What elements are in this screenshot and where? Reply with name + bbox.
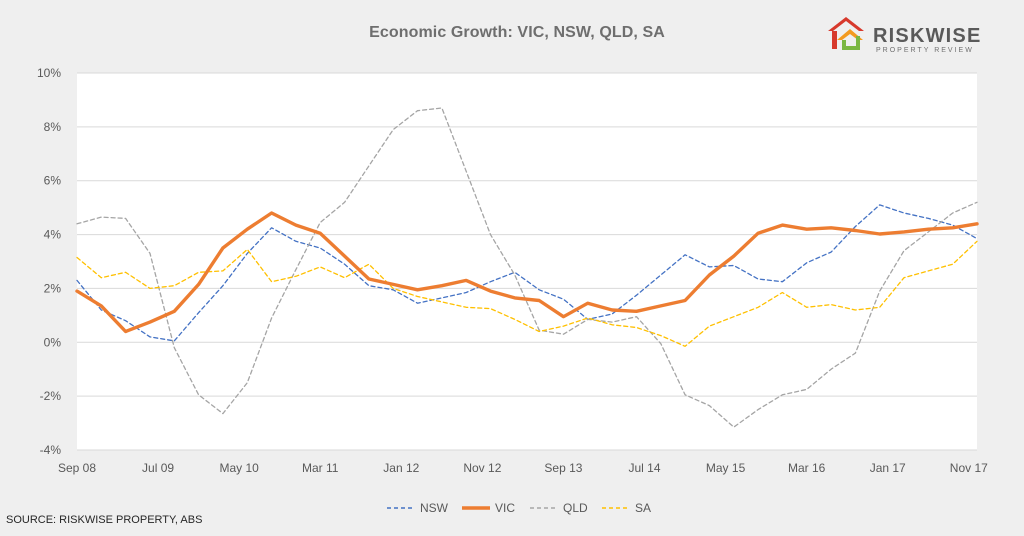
- plot-area: [77, 73, 977, 450]
- y-tick-label: 4%: [44, 228, 62, 242]
- series-nsw: [76, 204, 978, 342]
- x-tick-label: Sep 08: [58, 461, 96, 475]
- y-tick-label: 10%: [37, 66, 61, 80]
- series-vic: [75, 211, 979, 334]
- x-tick-label: Nov 12: [463, 461, 501, 475]
- legend-label: SA: [635, 501, 651, 515]
- y-tick-label: 6%: [44, 174, 62, 188]
- x-tick-label: Nov 17: [950, 461, 988, 475]
- y-tick-label: -4%: [40, 443, 62, 457]
- x-tick-label: May 15: [706, 461, 746, 475]
- x-tick-label: Mar 11: [302, 461, 339, 475]
- series-sa: [76, 240, 978, 347]
- x-tick-label: Mar 16: [788, 461, 826, 475]
- x-tick-label: Sep 13: [544, 461, 582, 475]
- series-line-sa: [76, 240, 978, 347]
- x-tick-label: May 10: [219, 461, 259, 475]
- x-tick-label: Jul 09: [142, 461, 174, 475]
- chart-title: Economic Growth: VIC, NSW, QLD, SA: [369, 24, 665, 41]
- legend-label: VIC: [495, 501, 515, 515]
- series-line-nsw: [76, 204, 978, 342]
- series-line-vic: [75, 211, 979, 334]
- series-line-qld: [76, 107, 978, 428]
- legend-item-nsw: NSW: [387, 501, 449, 515]
- legend-item-vic: VIC: [462, 501, 515, 515]
- x-tick-label: Jul 14: [628, 461, 660, 475]
- y-tick-label: 8%: [44, 120, 62, 134]
- series-qld: [76, 107, 978, 428]
- y-tick-label: 2%: [44, 281, 62, 295]
- y-tick-label: -2%: [40, 389, 62, 403]
- y-tick-label: 0%: [44, 335, 62, 349]
- x-tick-label: Jan 12: [383, 461, 419, 475]
- logo-tagline: PROPERTY REVIEW: [876, 47, 974, 54]
- x-tick-label: Jan 17: [870, 461, 906, 475]
- riskwise-logo: RISKWISE PROPERTY REVIEW: [826, 14, 986, 56]
- legend-item-qld: QLD: [530, 501, 588, 515]
- logo-wordmark: RISKWISE: [873, 25, 982, 47]
- legend-label: QLD: [563, 501, 588, 515]
- source-note: SOURCE: RISKWISE PROPERTY, ABS: [6, 514, 203, 526]
- legend-item-sa: SA: [602, 501, 651, 515]
- house-logo-icon: [828, 17, 864, 50]
- legend-label: NSW: [420, 501, 449, 515]
